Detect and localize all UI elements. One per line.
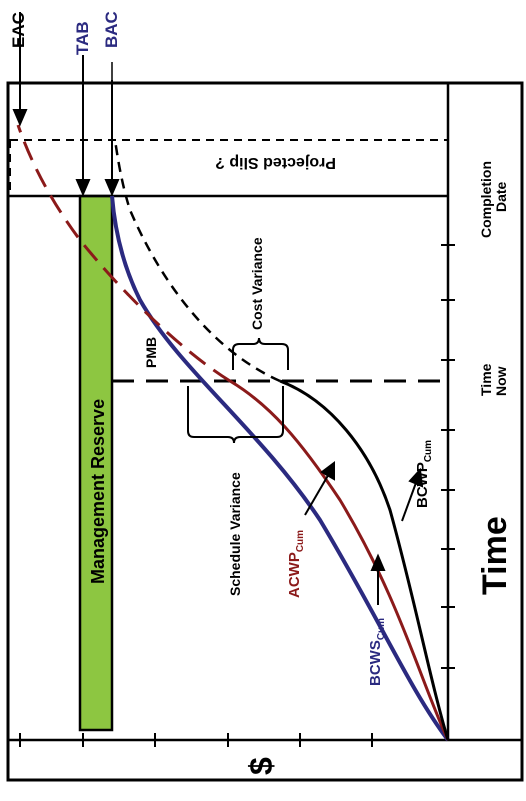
dollar-axis-ticks (19, 733, 373, 747)
bcwp-cum-label: BCWPCum (414, 440, 434, 508)
completion-date-label-line1: Completion (478, 161, 494, 238)
time-axis-title: Time (476, 516, 514, 595)
bcwp-label-main: BCWP (414, 462, 431, 508)
schedule-variance-label: Schedule Variance (227, 472, 243, 596)
projected-slip-box (9, 139, 449, 197)
outer-frame (6, 81, 524, 782)
bcwp-curve (279, 379, 450, 741)
cost-variance-label: Cost Variance (249, 237, 265, 330)
bcws-cum-label: BCWSCum (367, 618, 387, 686)
management-reserve-label: Management Reserve (88, 399, 108, 584)
acwp-cum-label: ACWPCum (286, 530, 306, 598)
bcws-curve (110, 195, 450, 742)
projected-slip-label: Projected Slip ? (215, 154, 336, 171)
completion-date-label-line2: Date (493, 181, 509, 212)
acwp-label-sub: Cum (295, 530, 306, 552)
time-now-label-line2: Now (493, 366, 509, 396)
time-now-label-line1: Time (478, 363, 494, 396)
bcws-label-main: BCWS (367, 640, 384, 686)
acwp-label-main: ACWP (286, 552, 303, 598)
pmb-label: PMB (143, 337, 159, 368)
acwp-projection (16, 124, 231, 383)
eac-label: EAC (9, 12, 28, 48)
bac-label: BAC (102, 11, 121, 48)
arrows (12, 12, 424, 605)
tab-label: TAB (73, 21, 92, 55)
dollar-axis-title: $ (243, 757, 279, 775)
acwp-curve (229, 379, 450, 741)
schedule-variance-brace (187, 386, 284, 444)
bcws-label-sub: Cum (376, 618, 387, 640)
time-axis-ticks (441, 244, 455, 669)
bcwp-label-sub: Cum (423, 440, 434, 462)
cost-variance-brace (232, 337, 289, 370)
